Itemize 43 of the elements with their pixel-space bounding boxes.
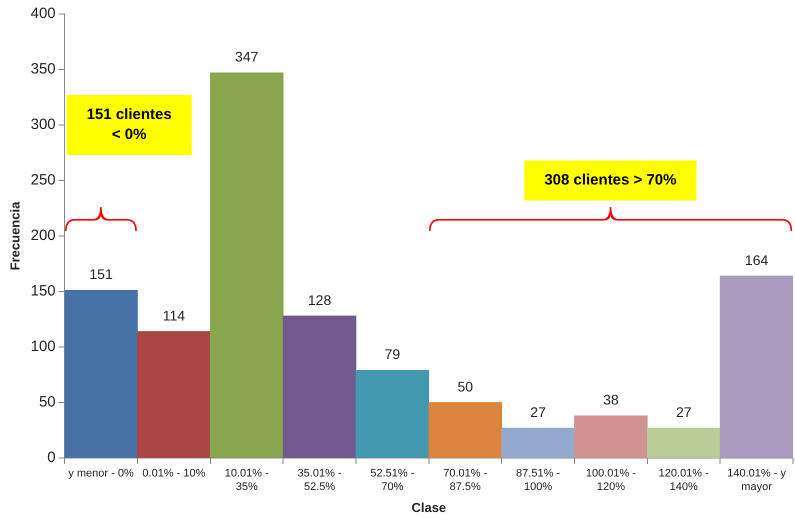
y-tick-label: 400 [30,5,56,22]
x-tick-label: 87.51% - 100% [516,468,560,493]
bar [210,72,284,458]
x-tick-label: 140.01% - y mayor [727,468,786,493]
y-axis-title: Frecuencia [7,200,22,270]
annotation: 308 clientes > 70% [544,172,676,189]
bar [501,428,575,458]
x-tick-label: 100.01% - 120% [586,468,636,493]
y-tick-label: 300 [30,116,56,134]
data-label: 164 [744,252,768,268]
data-label: 128 [308,292,332,308]
data-label: 27 [530,404,546,420]
x-tick-label: 70.01% - 87.5% [443,468,488,493]
x-axis-title: Clase [411,500,446,515]
x-tick-label: y menor - 0% [68,468,134,480]
bar [137,331,211,458]
data-label: 151 [89,266,113,282]
y-tick-label: 200 [30,227,56,244]
bar [720,276,793,458]
x-tick-label: 120.01% - 140% [658,468,710,493]
y-tick-label: 50 [38,394,56,411]
bar [64,290,138,458]
y-tick-label: 350 [30,60,56,78]
y-tick-label: 0 [47,449,56,466]
y-tick-label: 150 [30,282,56,300]
x-tick-label: 0.01% - 10% [142,468,206,480]
x-tick-label: 52.51% - 70% [370,468,415,493]
data-label: 114 [162,307,186,324]
x-tick-label: 10.01% - 35% [224,468,270,493]
y-tick-label: 250 [30,172,56,189]
bar [356,370,430,458]
bar [282,316,356,458]
annotation: 151 clientes < 0% [86,106,172,144]
data-label: 38 [603,392,619,408]
bar [646,428,720,458]
data-label: 79 [384,346,400,362]
data-label: 50 [457,378,474,394]
bar [574,415,648,458]
y-tick-label: 100 [30,338,56,356]
x-tick-label: 35.01% - 52.5% [298,468,342,493]
data-label: 27 [676,404,692,420]
bar [428,402,502,458]
data-label: 347 [235,48,259,65]
